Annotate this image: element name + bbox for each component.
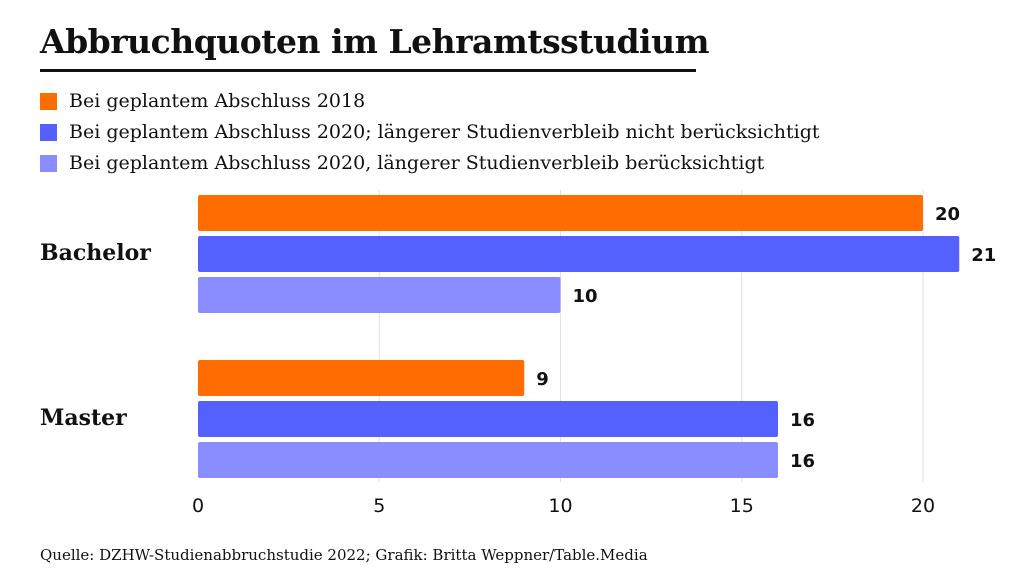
bar xyxy=(198,277,561,313)
legend-swatch xyxy=(40,92,57,110)
legend-swatch xyxy=(40,154,57,172)
source-note: Quelle: DZHW-Studienabbruchstudie 2022; … xyxy=(40,546,648,564)
x-tick-label: 20 xyxy=(911,495,935,517)
bar xyxy=(198,195,923,231)
legend-swatch xyxy=(40,123,57,141)
data-label: 20 xyxy=(935,204,960,225)
legend-item: Bei geplantem Abschluss 2020; längerer S… xyxy=(40,121,820,143)
legend-label: Bei geplantem Abschluss 2018 xyxy=(69,90,366,112)
chart-title: Abbruchquoten im Lehramtsstudium xyxy=(40,22,710,61)
data-label: 16 xyxy=(790,410,815,431)
x-tick-label: 15 xyxy=(730,495,754,517)
bar xyxy=(198,236,960,272)
x-tick-label: 0 xyxy=(192,495,204,517)
legend-item: Bei geplantem Abschluss 2020, längerer S… xyxy=(40,152,764,174)
data-label: 10 xyxy=(573,286,598,307)
legend-label: Bei geplantem Abschluss 2020, längerer S… xyxy=(69,152,765,174)
data-label: 21 xyxy=(971,245,996,266)
legend-label: Bei geplantem Abschluss 2020; längerer S… xyxy=(69,121,820,143)
x-tick-label: 10 xyxy=(548,495,572,517)
data-label: 16 xyxy=(790,451,815,472)
legend-item: Bei geplantem Abschluss 2018 xyxy=(40,90,365,112)
bar xyxy=(198,442,778,478)
bar xyxy=(198,360,525,396)
bar xyxy=(198,401,778,437)
data-label: 9 xyxy=(536,369,549,390)
title-underline xyxy=(40,69,696,72)
category-label: Bachelor xyxy=(40,240,151,266)
x-tick-label: 5 xyxy=(373,495,385,517)
category-label: Master xyxy=(40,405,127,431)
